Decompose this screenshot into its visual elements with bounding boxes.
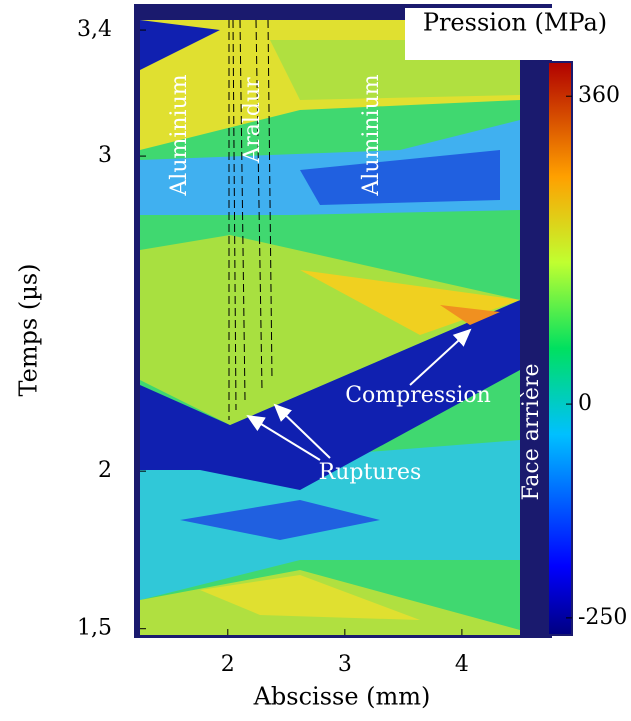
y-axis-label: Temps (µs) [15, 263, 43, 396]
y-tick-label: 3,4 [77, 17, 112, 42]
x-tick-label: 3 [338, 652, 352, 677]
colorbar-tick-label: 360 [578, 83, 620, 108]
colorbar-tick-label: 0 [578, 391, 592, 416]
x-axis-label: Abscisse (mm) [253, 683, 431, 711]
annotation: Aluminium [359, 74, 384, 196]
annotation: Face arrière [519, 364, 544, 501]
colorbar-tick-label: -250 [578, 605, 627, 630]
annotation: Ruptures [319, 460, 422, 485]
annotation: Araldur [240, 77, 265, 164]
colorbar [547, 61, 573, 636]
annotation: Compression [345, 383, 491, 408]
contour-field [140, 8, 545, 635]
x-tick-label: 4 [455, 652, 469, 677]
y-tick-label: 2 [98, 458, 112, 483]
annotation: Aluminium [167, 74, 192, 196]
x-tick-label: 2 [221, 652, 235, 677]
y-tick-label: 3 [98, 143, 112, 168]
y-tick-label: 1,5 [77, 616, 112, 641]
colorbar-label: Pression (MPa) [423, 9, 607, 37]
annotation-arrows [246, 328, 472, 461]
colorbar-label-box [405, 8, 627, 60]
